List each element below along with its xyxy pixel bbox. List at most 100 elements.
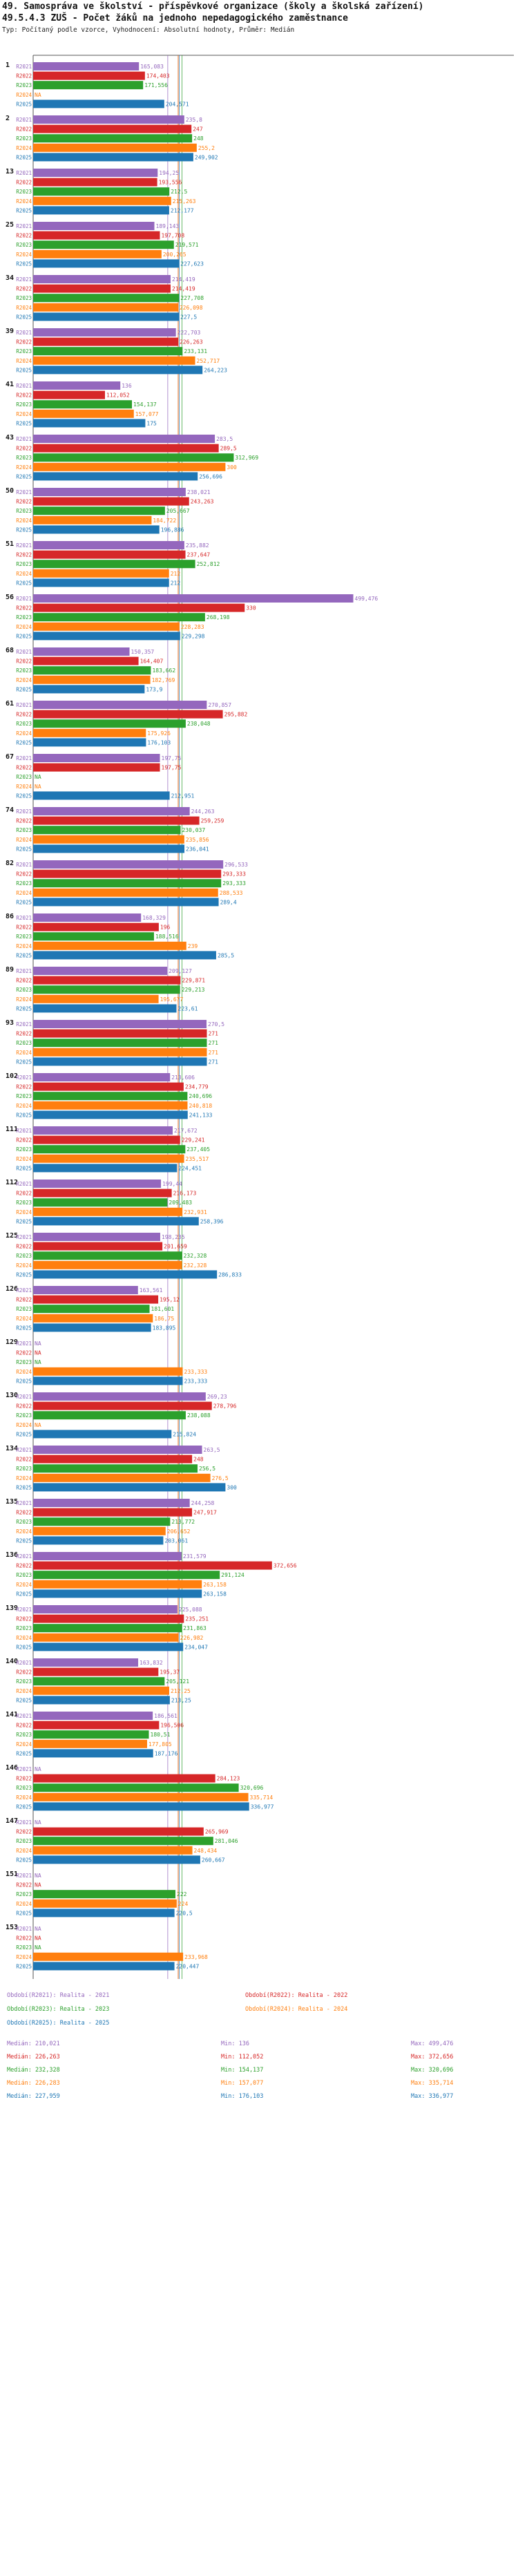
series-label: R2024 <box>16 1369 32 1375</box>
bar-82-R2024 <box>33 888 218 897</box>
series-label: R2021 <box>16 330 32 336</box>
value-label: 285,5 <box>218 952 234 958</box>
bar-111-R2023 <box>33 1145 186 1154</box>
bar-50-R2024 <box>33 515 152 524</box>
series-label: R2023 <box>16 667 32 674</box>
chart-description: Typ: Počítaný podle vzorce, Vyhodnocení:… <box>2 26 295 34</box>
bar-68-R2021 <box>33 647 130 656</box>
series-label: R2022 <box>16 1669 32 1676</box>
value-label: 171,556 <box>144 82 168 88</box>
series-label: R2022 <box>16 446 32 452</box>
series-label: R2022 <box>16 1350 32 1356</box>
bar-61-R2021 <box>33 701 207 709</box>
value-label: 197,75 <box>162 765 182 771</box>
bar-56-R2022 <box>33 603 245 612</box>
series-label: R2021 <box>16 64 32 70</box>
value-label: 173,9 <box>146 686 162 692</box>
value-label: 256,5 <box>199 1466 215 1472</box>
bar-41-R2025 <box>33 419 146 428</box>
bar-141-R2021 <box>33 1712 153 1720</box>
series-label: R2022 <box>16 1723 32 1729</box>
value-label: NA <box>35 1422 41 1428</box>
series-label: R2022 <box>16 286 32 292</box>
value-label: 284,123 <box>217 1776 240 1782</box>
bar-2-R2025 <box>33 153 193 162</box>
series-label: R2025 <box>16 1005 32 1012</box>
series-label: R2021 <box>16 968 32 974</box>
series-label: R2022 <box>16 233 32 239</box>
legend-median-R2024: Medián: 226,283 <box>7 2080 60 2087</box>
series-label: R2023 <box>16 1785 32 1791</box>
legend-min-R2025: Min: 176,103 <box>221 2093 263 2100</box>
bar-13-R2022 <box>33 178 157 187</box>
bar-68-R2022 <box>33 656 139 665</box>
bar-134-R2022 <box>33 1455 193 1464</box>
series-label: R2025 <box>16 1963 32 1969</box>
bar-61-R2022 <box>33 710 223 719</box>
series-label: R2024 <box>16 1582 32 1588</box>
group-label-139: 139 <box>6 1604 18 1612</box>
value-label: 226,098 <box>180 305 203 311</box>
series-label: R2025 <box>16 1112 32 1118</box>
group-label-82: 82 <box>6 860 14 867</box>
series-label: R2021 <box>16 489 32 495</box>
series-label: R2024 <box>16 518 32 524</box>
value-label: 300 <box>227 1484 237 1490</box>
group-label-39: 39 <box>6 328 14 335</box>
bar-141-R2023 <box>33 1730 149 1739</box>
value-label: 227,5 <box>180 314 197 320</box>
value-label: 236,041 <box>186 846 209 852</box>
series-label: R2022 <box>16 1563 32 1569</box>
series-label: R2025 <box>16 154 32 160</box>
series-label: R2021 <box>16 862 32 868</box>
value-label: 263,158 <box>203 1582 227 1588</box>
series-label: R2024 <box>16 1262 32 1269</box>
series-label: R2025 <box>16 1218 32 1224</box>
series-label: R2025 <box>16 1059 32 1065</box>
series-label: R2023 <box>16 348 32 354</box>
value-label: 232,328 <box>184 1253 207 1259</box>
value-label: 165,083 <box>140 64 164 70</box>
bar-151-R2025 <box>33 1909 175 1917</box>
bar-93-R2024 <box>33 1048 207 1057</box>
legend-max-R2022: Max: 372,656 <box>411 2054 453 2061</box>
value-label: 183,895 <box>153 1325 176 1331</box>
value-label: NA <box>35 1819 41 1826</box>
series-label: R2021 <box>16 1341 32 1347</box>
bar-130-R2025 <box>33 1430 172 1439</box>
value-label: 227,623 <box>180 261 204 267</box>
bar-67-R2022 <box>33 763 160 772</box>
series-label: R2023 <box>16 1359 32 1365</box>
series-label: R2022 <box>16 659 32 665</box>
value-label: 177,805 <box>148 1741 172 1748</box>
series-label: R2022 <box>16 1457 32 1463</box>
value-label: NA <box>35 784 41 790</box>
bar-151-R2024 <box>33 1899 177 1908</box>
bar-141-R2022 <box>33 1721 160 1730</box>
value-label: 175 <box>146 420 157 426</box>
series-label: R2025 <box>16 739 32 746</box>
value-label: 256,696 <box>199 473 222 480</box>
legend-entry-R2021: Období(R2021): Realita - 2021 <box>7 1992 109 1999</box>
value-label: 215,824 <box>173 1431 196 1437</box>
value-label: 270,5 <box>208 1021 224 1027</box>
value-label: NA <box>35 1341 41 1347</box>
series-label: R2022 <box>16 818 32 824</box>
series-label: R2024 <box>16 571 32 577</box>
value-label: 499,476 <box>355 596 378 602</box>
legend-max-R2025: Max: 336,977 <box>411 2093 453 2100</box>
value-label: 330 <box>246 605 256 612</box>
value-label: 248,434 <box>194 1848 218 1854</box>
value-label: 229,298 <box>182 633 205 639</box>
series-label: R2021 <box>16 755 32 761</box>
bar-136-R2021 <box>33 1552 182 1560</box>
series-label: R2023 <box>16 721 32 727</box>
value-label: NA <box>35 1926 41 1932</box>
bar-39-R2025 <box>33 366 203 375</box>
bar-111-R2024 <box>33 1154 184 1163</box>
group-label-151: 151 <box>6 1871 18 1878</box>
bar-89-R2024 <box>33 994 159 1003</box>
value-label: 175,926 <box>147 730 171 737</box>
bar-86-R2025 <box>33 951 216 960</box>
value-label: 212 <box>171 580 181 586</box>
